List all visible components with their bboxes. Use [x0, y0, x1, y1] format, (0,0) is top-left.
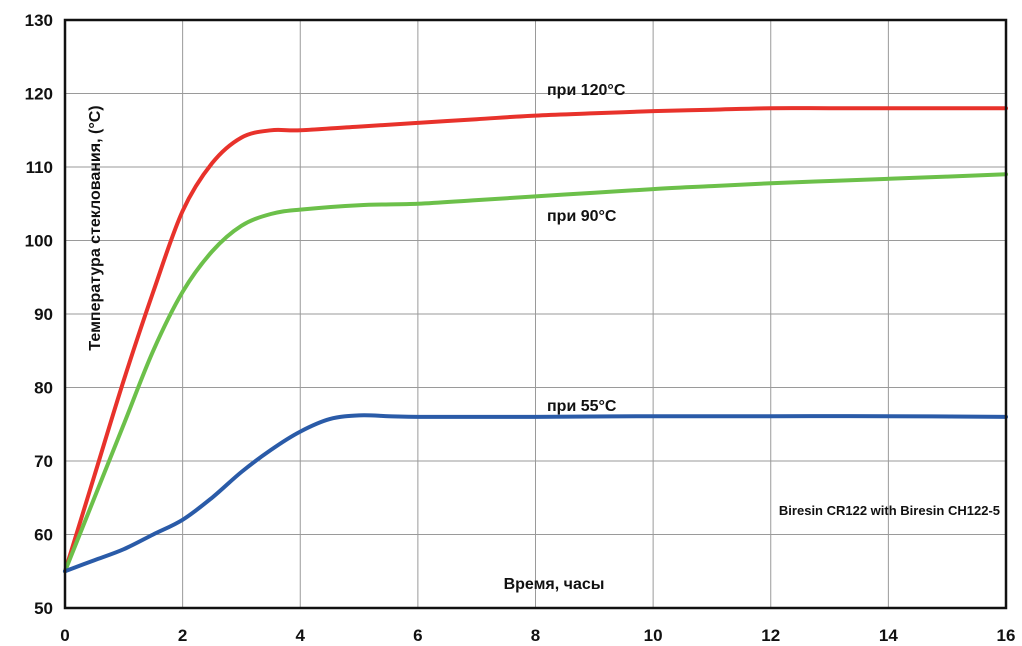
x-tick-label: 2: [178, 626, 187, 645]
y-tick-label: 90: [34, 305, 53, 324]
x-tick-label: 12: [761, 626, 780, 645]
y-tick-label: 60: [34, 526, 53, 545]
y-tick-labels: 50 60 70 80 90 100 110 120 130: [25, 11, 53, 618]
series-label-55c: при 55°C: [547, 398, 617, 415]
y-tick-label: 100: [25, 232, 53, 251]
y-tick-label: 50: [34, 599, 53, 618]
y-tick-label: 120: [25, 85, 53, 104]
series-label-90c: при 90°C: [547, 208, 617, 225]
x-tick-label: 14: [879, 626, 898, 645]
x-axis-title: Время, часы: [504, 576, 605, 593]
y-axis-title: Температура стеклования, (°C): [87, 105, 104, 350]
series-line-120c: [63, 106, 1008, 574]
series-labels: при 120°C при 90°C при 55°C: [547, 82, 626, 415]
y-tick-label: 110: [26, 158, 53, 177]
series-line-90c: [63, 172, 1008, 574]
x-tick-label: 0: [60, 626, 69, 645]
y-tick-label: 70: [34, 452, 53, 471]
x-tick-label: 10: [644, 626, 663, 645]
y-tick-label: 80: [34, 379, 53, 398]
plot-frame: [63, 18, 1008, 610]
series-line-55c: [63, 413, 1008, 574]
x-tick-label: 4: [296, 626, 306, 645]
series-label-120c: при 120°C: [547, 82, 626, 99]
x-tick-label: 8: [531, 626, 540, 645]
x-tick-labels: 0 2 4 6 8 10 12 14 16: [60, 626, 1015, 645]
x-tick-label: 16: [997, 626, 1016, 645]
annotation-text: Biresin CR122 with Biresin CH122-5: [779, 503, 1000, 518]
y-tick-label: 130: [25, 11, 53, 30]
series-lines: [63, 106, 1008, 574]
x-tick-label: 6: [413, 626, 422, 645]
